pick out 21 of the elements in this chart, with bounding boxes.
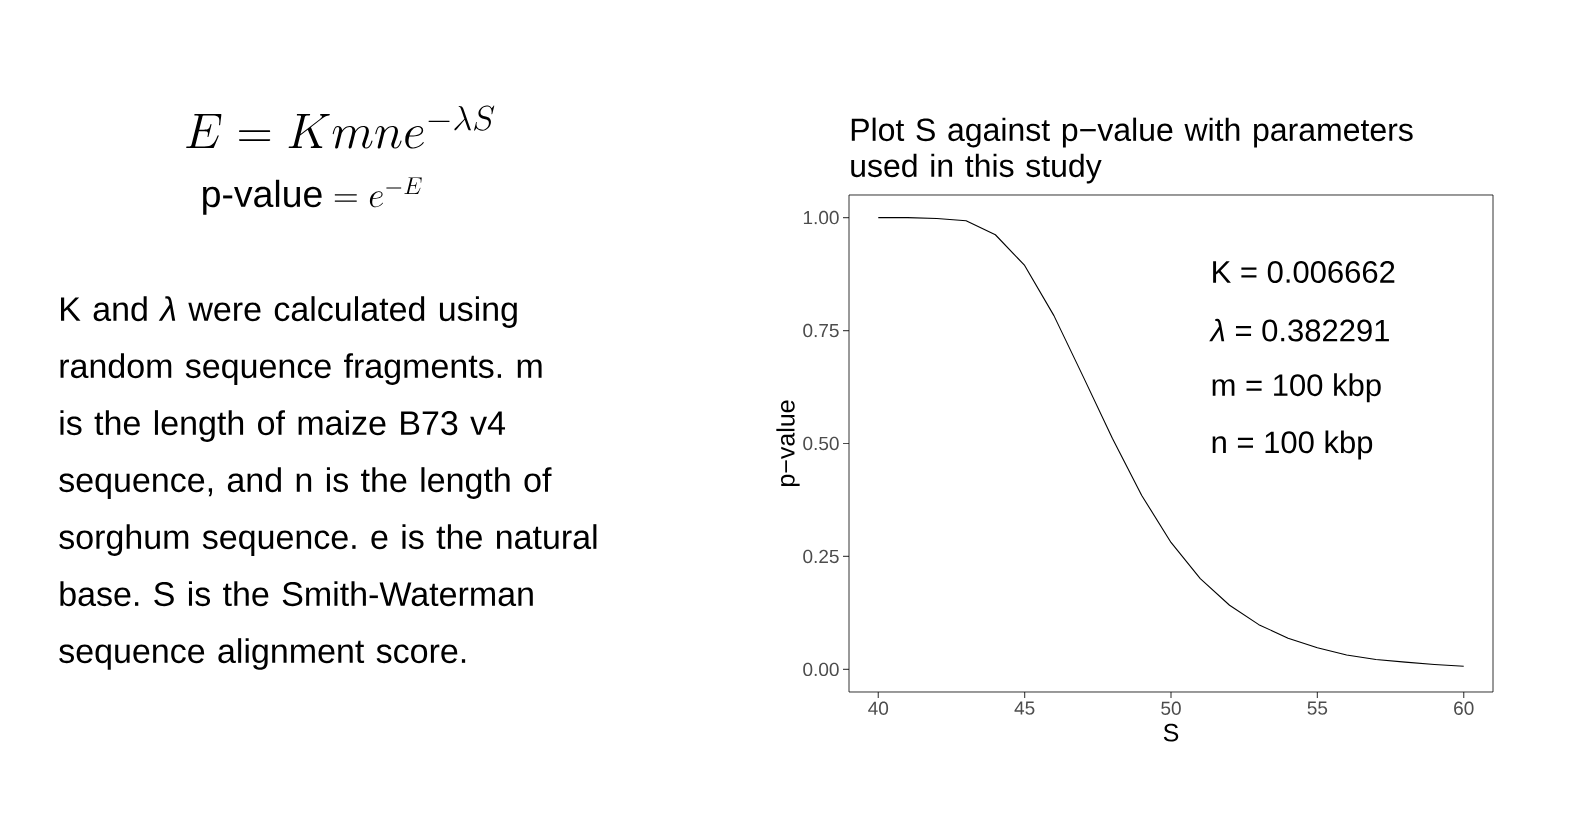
text: K and λ were calculated using random sequence fragments. m is the length of maize B73 v4 sequence, and n is the length of sorghum sequence. e is the natural base. S is the Smith-Waterman sequence alignment score. xyxy=(59,296,597,670)
text: $E = Kmne^{-\lambda S}$ xyxy=(186,105,495,149)
x-axis-title: S xyxy=(1163,723,1179,742)
chart-title: Plot S against p−value with parameters used in this study xyxy=(851,117,1413,184)
y-tick-label: 1.00 xyxy=(803,210,839,225)
x-tick-label: 45 xyxy=(1014,701,1035,715)
x-tick-label: 40 xyxy=(868,701,889,715)
x-tick-label: 55 xyxy=(1307,701,1328,715)
text: $\mbox{p-value} = e^{-E}$ xyxy=(203,177,422,215)
x-tick-label: 50 xyxy=(1161,701,1181,715)
line-series xyxy=(877,217,1465,667)
y-axis-title: p−value xyxy=(776,400,800,487)
annotation: m = 100 kbp xyxy=(1212,373,1381,403)
y-tick-label: 0.25 xyxy=(803,549,839,564)
y-tick-label: 0.00 xyxy=(803,662,839,677)
annotation: n = 100 kbp xyxy=(1212,430,1373,460)
annotation: K = 0.006662 xyxy=(1213,261,1395,283)
y-tick-label: 0.50 xyxy=(803,436,839,451)
x-tick-label: 60 xyxy=(1454,701,1474,715)
y-tick-label: 0.75 xyxy=(803,323,839,338)
annotation: λ = 0.382291 xyxy=(1209,318,1389,342)
